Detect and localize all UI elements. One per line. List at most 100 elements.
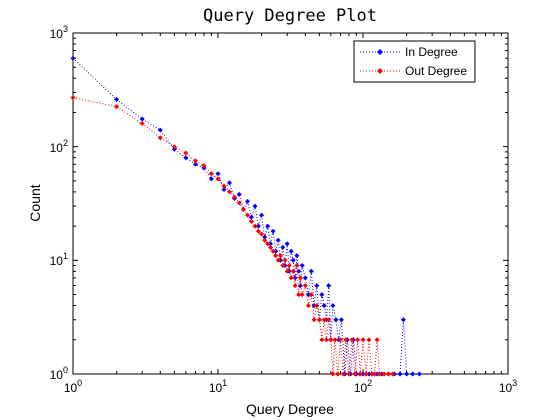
data-point-out-degree	[377, 371, 382, 377]
legend-label-in-degree: In Degree	[405, 45, 458, 59]
data-point-out-degree	[259, 231, 265, 237]
data-point-in-degree	[297, 283, 303, 289]
data-point-in-degree	[314, 283, 320, 289]
data-point-in-degree	[302, 275, 308, 281]
data-point-out-degree	[366, 337, 372, 343]
data-point-out-degree	[314, 303, 320, 309]
data-point-in-degree	[208, 176, 214, 182]
data-point-out-degree	[302, 283, 308, 289]
data-point-out-degree	[355, 337, 361, 343]
data-point-out-degree	[343, 337, 349, 343]
data-point-in-degree	[397, 371, 403, 377]
data-point-out-degree	[252, 223, 258, 229]
data-point-out-degree	[297, 275, 303, 281]
data-point-out-degree	[357, 371, 363, 377]
data-point-in-degree	[400, 317, 406, 323]
data-point-in-degree	[236, 191, 242, 197]
data-point-out-degree	[227, 189, 232, 195]
data-point-out-degree	[255, 228, 261, 234]
data-point-out-degree	[273, 253, 279, 259]
data-point-in-degree	[275, 237, 281, 243]
data-point-out-degree	[241, 207, 246, 212]
data-point-in-degree	[321, 303, 327, 309]
data-point-out-degree	[288, 275, 294, 281]
y-tick-label-0: 100	[50, 365, 68, 382]
data-point-out-degree	[290, 268, 296, 274]
data-point-out-degree	[294, 263, 300, 268]
data-point-out-degree	[171, 144, 177, 150]
data-point-out-degree	[330, 371, 336, 377]
data-point-in-degree	[366, 371, 372, 377]
data-point-in-degree	[139, 116, 145, 122]
data-point-out-degree	[390, 371, 396, 377]
data-point-out-degree	[270, 248, 276, 254]
data-point-out-degree	[286, 263, 292, 268]
data-series	[70, 55, 422, 377]
data-point-out-degree	[193, 158, 198, 164]
data-point-in-degree	[338, 317, 344, 323]
data-point-out-degree	[360, 337, 366, 343]
data-point-in-degree	[305, 292, 311, 298]
data-point-in-degree	[296, 268, 302, 274]
data-point-out-degree	[381, 371, 387, 377]
data-point-in-degree	[360, 371, 366, 377]
data-point-out-degree	[319, 337, 325, 343]
data-point-in-degree	[333, 317, 339, 323]
data-point-in-degree	[404, 371, 410, 377]
data-point-in-degree	[193, 161, 198, 167]
data-point-in-degree	[114, 97, 120, 102]
data-point-out-degree	[311, 317, 317, 323]
data-point-out-degree	[215, 176, 221, 182]
data-point-in-degree	[280, 244, 286, 250]
data-point-in-degree	[183, 155, 189, 161]
data-point-out-degree	[139, 121, 145, 126]
data-point-in-degree	[294, 253, 300, 259]
data-point-out-degree	[114, 104, 120, 110]
data-point-out-degree	[328, 337, 334, 343]
data-point-in-degree	[416, 371, 422, 377]
y-tick-label-3: 103	[50, 24, 68, 41]
data-point-out-degree	[363, 371, 369, 377]
x-tick-label-1: 101	[209, 378, 227, 395]
data-point-out-degree	[265, 241, 271, 247]
data-point-out-degree	[275, 257, 281, 263]
data-point-out-degree	[332, 337, 338, 343]
data-point-in-degree	[308, 268, 314, 274]
data-point-in-degree	[70, 55, 76, 61]
data-point-out-degree	[326, 317, 332, 323]
data-point-in-degree	[319, 292, 325, 298]
series-line-out-degree	[72, 97, 393, 375]
x-axis-label: Query Degree	[246, 401, 334, 417]
data-point-out-degree	[262, 237, 268, 243]
data-point-in-degree	[330, 303, 336, 309]
y-tick-label-1: 101	[50, 251, 68, 268]
data-point-out-degree	[349, 337, 355, 343]
data-point-in-degree	[262, 234, 268, 240]
data-point-out-degree	[340, 371, 346, 377]
data-point-in-degree	[255, 223, 261, 229]
legend-marker-out-degree	[377, 68, 383, 74]
data-point-in-degree	[215, 171, 221, 177]
chart-title: Query Degree Plot	[203, 6, 377, 26]
data-point-in-degree	[270, 228, 276, 234]
data-point-out-degree	[305, 303, 311, 309]
legend-box	[353, 40, 476, 83]
data-point-out-degree	[369, 371, 375, 377]
legend: In Degree Out Degree	[353, 40, 476, 83]
data-point-out-degree	[352, 371, 358, 377]
data-point-out-degree	[321, 317, 327, 323]
data-point-out-degree	[282, 257, 288, 263]
data-point-out-degree	[236, 200, 242, 206]
data-point-in-degree	[290, 257, 296, 263]
data-point-out-degree	[232, 194, 237, 200]
data-point-in-degree	[326, 283, 332, 289]
data-point-out-degree	[245, 212, 251, 218]
x-tick-label-0: 100	[64, 378, 82, 395]
data-point-out-degree	[308, 292, 314, 298]
data-point-in-degree	[288, 248, 294, 254]
data-point-in-degree	[245, 198, 251, 204]
data-point-out-degree	[372, 371, 377, 377]
data-point-out-degree	[386, 371, 391, 377]
data-point-out-degree	[316, 317, 322, 323]
